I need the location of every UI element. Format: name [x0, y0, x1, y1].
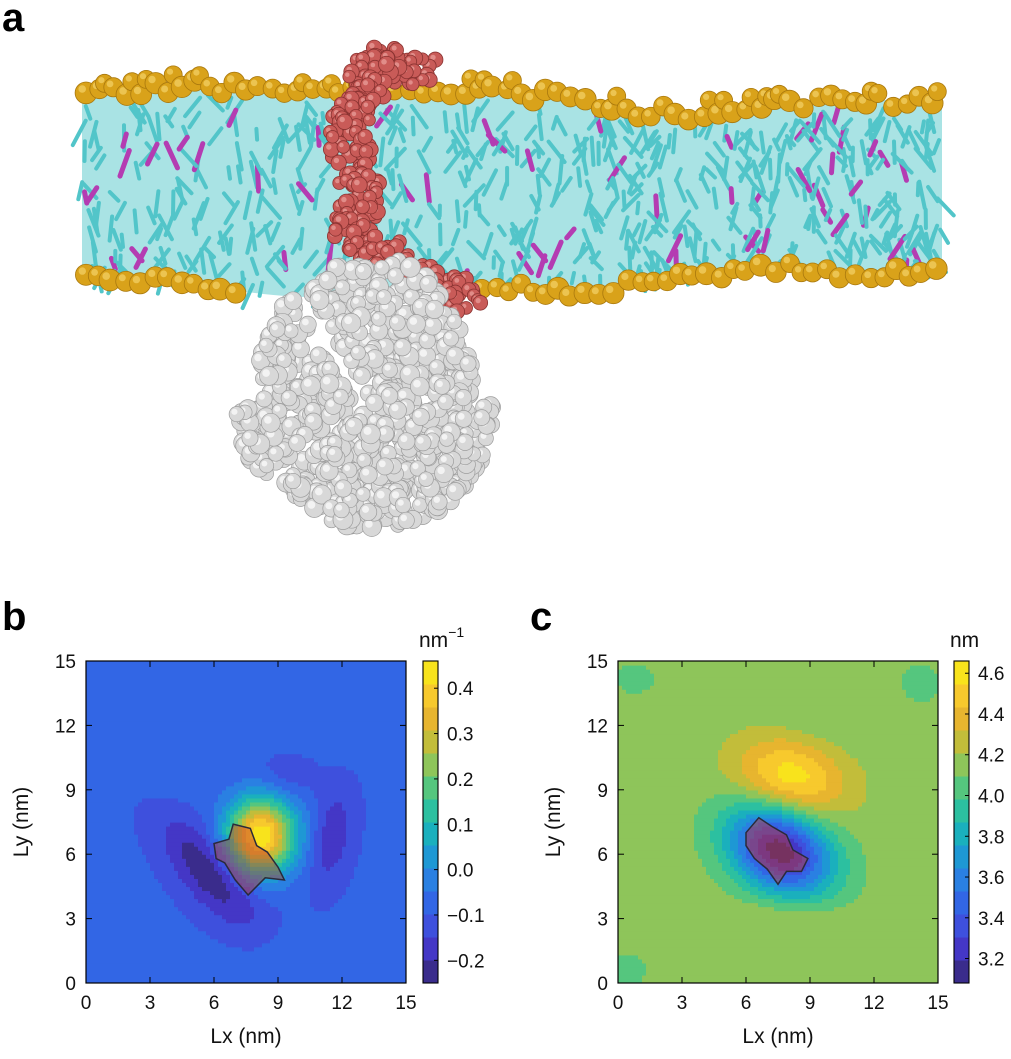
colorbar-frame	[422, 660, 439, 984]
colorbar-tick-label: −0.2	[447, 951, 485, 972]
x-tick-label: 9	[273, 993, 284, 1014]
colorbar-swatch	[954, 707, 969, 731]
y-tick-label: 0	[65, 974, 76, 995]
colorbar-swatch	[423, 891, 438, 915]
colorbar-swatch	[954, 845, 969, 869]
plot-frame	[617, 660, 939, 984]
x-tick-label: 3	[145, 993, 156, 1014]
colorbar-swatch	[954, 937, 969, 961]
lipid-tails	[70, 93, 956, 314]
y-tick-label: 6	[597, 845, 608, 866]
colorbar-tick-label: 4.4	[978, 705, 1005, 726]
panel-label-a: a	[2, 0, 25, 40]
colorbar-swatch	[423, 707, 438, 731]
colorbar-unit: nm	[950, 629, 979, 652]
colorbar-tick-label: 0.3	[447, 725, 473, 746]
x-tick-label: 9	[805, 993, 816, 1014]
colorbar-tick-label: 3.2	[978, 950, 1004, 971]
colorbar-swatch	[954, 914, 969, 938]
colorbar: 3.2 3.4 3.6 3.8 4.0 4.2 4.4 4.6 nm	[950, 629, 1005, 984]
colorbar-tick-label: 3.4	[978, 909, 1005, 930]
plot-frame	[85, 660, 407, 984]
colorbar-unit: nm−1	[419, 624, 464, 652]
x-tick-label: 0	[81, 993, 92, 1014]
lipid-headgroups	[74, 65, 948, 307]
colorbar-swatch	[423, 868, 438, 892]
x-tick-label: 15	[395, 993, 416, 1014]
panel-label-b: b	[2, 595, 27, 639]
y-axis-label: Ly (nm)	[10, 787, 33, 857]
colorbar-swatch	[423, 661, 438, 685]
heatmap-field	[86, 661, 406, 983]
x-tick-label: 12	[863, 993, 884, 1014]
colorbar-swatch	[423, 776, 438, 800]
membrane-illustration	[70, 39, 956, 537]
x-tick-label: 6	[741, 993, 752, 1014]
colorbar-swatch	[954, 730, 969, 754]
y-tick-label: 15	[55, 652, 76, 673]
colorbar-tick-label: 4.6	[978, 664, 1004, 685]
colorbar-swatch	[423, 822, 438, 846]
y-tick-label: 3	[597, 910, 608, 931]
colorbar-tick-label: 3.6	[978, 868, 1004, 889]
colorbar: −0.2 −0.1 0.0 0.1 0.2 0.3 0.4 nm−1	[419, 624, 485, 984]
colorbar-swatch	[954, 753, 969, 777]
colorbar-swatch	[423, 730, 438, 754]
x-tick-label: 6	[209, 993, 220, 1014]
x-tick-label: 12	[331, 993, 352, 1014]
y-tick-label: 12	[587, 716, 608, 737]
colorbar-tick-label: 4.0	[978, 787, 1004, 808]
protein-surface	[228, 252, 501, 537]
colorbar-tick-label: 3.8	[978, 827, 1004, 848]
x-axis-label: Lx (nm)	[210, 1025, 281, 1048]
colorbar-tick-label: 0.2	[447, 770, 473, 791]
y-axis-label: Ly (nm)	[542, 787, 565, 857]
colorbar-swatch	[423, 914, 438, 938]
x-axis-label: Lx (nm)	[742, 1025, 813, 1048]
colorbar-tick-label: −0.1	[447, 906, 485, 927]
curvature-heatmap: 0 3 6 9 12 15 0 3 6 9 12 15 Lx (nm) Ly (nm) −0.2 −0.1 0.…	[10, 624, 485, 1048]
colorbar-swatch	[954, 891, 969, 915]
colorbar-unit-exponent: −1	[448, 624, 464, 640]
y-tick-label: 3	[65, 910, 76, 931]
colorbar-swatch	[954, 799, 969, 823]
colorbar-frame	[953, 660, 970, 984]
y-tick-label: 6	[65, 845, 76, 866]
colorbar-swatch	[423, 960, 438, 984]
y-tick-label: 9	[597, 781, 608, 802]
peptide-outline	[745, 816, 809, 886]
peptide-outline	[213, 823, 286, 897]
heatmap-field	[618, 661, 938, 983]
y-tick-label: 15	[587, 652, 608, 673]
colorbar-tick-label: 4.2	[978, 746, 1004, 767]
colorbar-tick-label: 0.0	[447, 861, 473, 882]
colorbar-tick-label: 0.1	[447, 815, 473, 836]
y-tick-label: 12	[55, 716, 76, 737]
y-tick-label: 9	[65, 781, 76, 802]
colorbar-swatch	[954, 868, 969, 892]
x-tick-label: 0	[613, 993, 624, 1014]
colorbar-swatch	[423, 684, 438, 708]
colorbar-swatch	[423, 799, 438, 823]
colorbar-swatch	[954, 822, 969, 846]
colorbar-swatch	[423, 845, 438, 869]
y-tick-label: 0	[597, 974, 608, 995]
colorbar-swatch	[954, 960, 969, 984]
panel-label-c: c	[530, 595, 553, 639]
x-tick-label: 3	[677, 993, 688, 1014]
colorbar-swatch	[954, 661, 969, 685]
colorbar-swatch	[954, 684, 969, 708]
colorbar-tick-label: 0.4	[447, 679, 474, 700]
x-tick-label: 15	[927, 993, 948, 1014]
colorbar-swatch	[423, 937, 438, 961]
colorbar-swatch	[423, 753, 438, 777]
colorbar-swatch	[954, 776, 969, 800]
